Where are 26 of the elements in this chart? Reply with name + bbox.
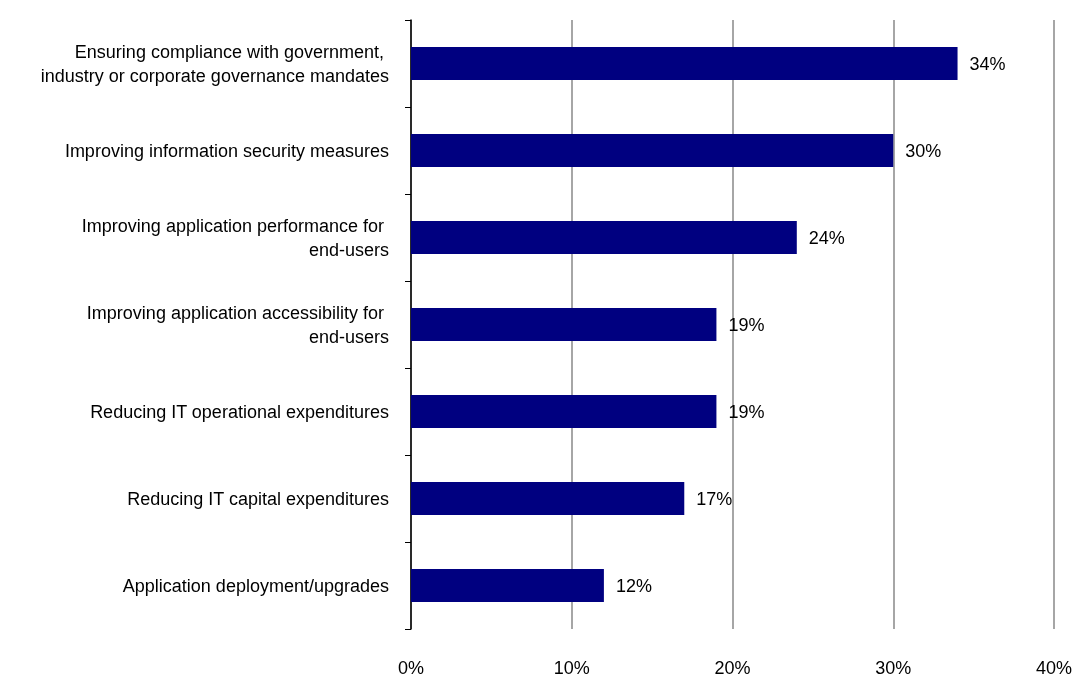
y-tick-label: Ensuring compliance with government, industry or corporate governance mandates [40,41,389,86]
data-label: 12% [615,575,652,596]
bar [411,568,604,603]
data-label: 19% [728,401,765,422]
bar [411,481,685,516]
data-label: 17% [696,488,733,509]
x-tick-label: 30% [875,658,912,678]
bar [411,133,894,168]
x-tick-label: 10% [553,658,590,678]
x-tick-label: 0% [397,658,425,678]
y-tick-label: Improving application accessibility for end-users [86,302,389,347]
y-tick-label: Reducing IT capital expenditures [127,488,389,509]
y-tick-label: Improving information security measures [64,140,389,161]
y-tick-label: Reducing IT operational expenditures [90,401,389,422]
data-label: 19% [728,314,765,335]
y-tick-label: Application deployment/upgrades [122,575,389,596]
bar [411,46,958,81]
data-label: 24% [808,227,845,248]
bar [411,307,717,342]
bar [411,394,717,429]
bar [411,220,797,255]
x-tick-label: 20% [714,658,751,678]
data-label: 30% [905,140,942,161]
x-tick-label: 40% [1035,658,1073,678]
data-label: 34% [969,53,1006,74]
y-tick-label: Improving application performance for end-users [81,215,389,260]
